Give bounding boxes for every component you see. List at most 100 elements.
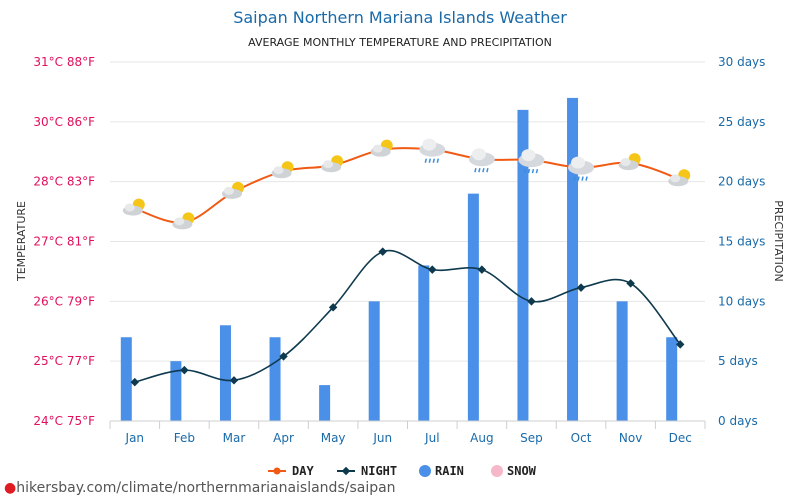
legend-label: RAIN xyxy=(435,464,464,478)
night-temperature-point xyxy=(527,297,536,306)
left-tick-label: 24°C 75°F xyxy=(33,414,95,428)
footer-link[interactable]: ●hikersbay.com/climate/northernmarianais… xyxy=(4,480,396,496)
legend-item-snow: SNOW xyxy=(491,464,537,478)
rain-bars xyxy=(120,97,678,422)
x-tick-label: Jun xyxy=(372,431,392,445)
raindrop-icon xyxy=(531,168,535,174)
x-tick-label: Jul xyxy=(424,431,439,445)
grid-lines xyxy=(110,61,705,422)
cloud-icon xyxy=(372,144,383,153)
night-temperature-point xyxy=(626,279,635,288)
chart-title: Saipan Northern Mariana Islands Weather xyxy=(233,8,567,27)
x-tick-label: May xyxy=(321,431,346,445)
rain-bar xyxy=(219,325,231,421)
night-temperature-line xyxy=(134,249,681,383)
x-tick-label: Oct xyxy=(571,431,592,445)
raindrop-icon xyxy=(523,168,527,174)
night-temperature-point xyxy=(378,247,387,256)
legend-label: SNOW xyxy=(507,464,537,478)
night-temperature-point xyxy=(229,376,239,385)
sun-cloud-icon xyxy=(321,155,344,173)
cloud-icon xyxy=(273,166,284,175)
raindrop-icon xyxy=(428,158,432,163)
left-tick-label: 26°C 79°F xyxy=(33,294,95,308)
left-tick-label: 28°C 83°F xyxy=(33,175,95,189)
raindrop-icon xyxy=(478,168,481,173)
cloud-icon xyxy=(471,148,486,161)
rain-bar xyxy=(418,265,430,421)
cloud-icon xyxy=(223,186,234,195)
legend-label: DAY xyxy=(292,464,314,478)
night-temperature-point xyxy=(130,377,140,387)
raindrop-icon xyxy=(482,168,485,173)
chart-subtitle: AVERAGE MONTHLY TEMPERATURE AND PRECIPIT… xyxy=(248,36,552,49)
cloud-icon xyxy=(521,149,536,162)
sun-cloud-icon xyxy=(172,212,195,230)
cloud-icon xyxy=(323,160,334,169)
night-temperature-point xyxy=(477,265,487,274)
legend-marker xyxy=(491,465,503,477)
x-tick-label: Aug xyxy=(470,431,493,445)
night-temperature-point xyxy=(428,265,437,274)
x-tick-label: Apr xyxy=(273,431,294,445)
sun-cloud-icon xyxy=(122,198,145,216)
raindrop-icon xyxy=(424,158,428,163)
x-tick-label: Mar xyxy=(223,431,246,445)
right-tick-label: 15 days xyxy=(718,235,765,249)
raindrop-icon xyxy=(535,168,539,174)
cloud-icon xyxy=(670,174,681,183)
temperature-lines xyxy=(130,147,685,387)
right-tick-label: 20 days xyxy=(718,175,765,189)
sun-cloud-icon xyxy=(668,169,691,187)
rain-cloud-icon xyxy=(468,148,495,173)
sun-cloud-icon xyxy=(271,161,294,179)
raindrop-icon xyxy=(474,168,477,173)
raindrop-icon xyxy=(581,176,584,181)
rain-bar xyxy=(319,385,331,421)
rain-cloud-icon xyxy=(518,149,545,174)
right-tick-label: 10 days xyxy=(718,294,765,308)
rain-bar xyxy=(269,337,281,421)
cloud-icon xyxy=(571,156,586,169)
legend-marker xyxy=(273,467,281,475)
raindrop-icon xyxy=(486,168,489,173)
legend-marker xyxy=(419,465,431,477)
legend-item-rain: RAIN xyxy=(419,464,464,478)
weather-chart: Saipan Northern Mariana Islands Weather … xyxy=(15,8,785,478)
rain-bar xyxy=(517,109,529,421)
rain-bar xyxy=(567,97,579,422)
night-temperature-point xyxy=(576,283,586,292)
rain-bar xyxy=(120,337,132,421)
x-tick-label: Feb xyxy=(174,431,195,445)
day-temperature-line xyxy=(134,147,681,224)
sun-cloud-icon xyxy=(370,139,393,157)
night-temperature-point xyxy=(328,303,338,312)
rain-bar xyxy=(368,301,380,421)
location-pin-icon: ● xyxy=(4,480,17,496)
night-temperature-point xyxy=(180,365,189,375)
legend: DAY NIGHT RAIN SNOW xyxy=(268,464,537,478)
rain-bar xyxy=(467,193,479,421)
cloud-icon xyxy=(174,217,185,226)
right-tick-label: 0 days xyxy=(718,414,758,428)
night-temperature-point xyxy=(675,340,685,349)
weather-icons xyxy=(122,138,691,230)
right-tick-label: 30 days xyxy=(718,55,765,69)
raindrop-icon xyxy=(585,176,588,181)
rain-bar xyxy=(616,301,628,421)
cloud-icon xyxy=(124,203,135,212)
x-tick-label: Jan xyxy=(125,431,145,445)
left-tick-label: 25°C 77°F xyxy=(33,354,95,368)
cloud-icon xyxy=(620,158,631,167)
raindrop-icon xyxy=(527,168,531,174)
left-tick-label: 30°C 86°F xyxy=(33,115,95,129)
x-tick-label: Nov xyxy=(619,431,642,445)
footer-url: hikersbay.com/climate/northernmarianaisl… xyxy=(16,480,396,496)
rain-cloud-icon xyxy=(568,156,595,181)
x-tick-label: Sep xyxy=(520,431,543,445)
rain-cloud-icon xyxy=(419,138,446,163)
raindrop-icon xyxy=(432,158,436,163)
x-tick-label: Dec xyxy=(669,431,692,445)
right-tick-label: 25 days xyxy=(718,115,765,129)
legend-item-night: NIGHT xyxy=(337,464,397,478)
